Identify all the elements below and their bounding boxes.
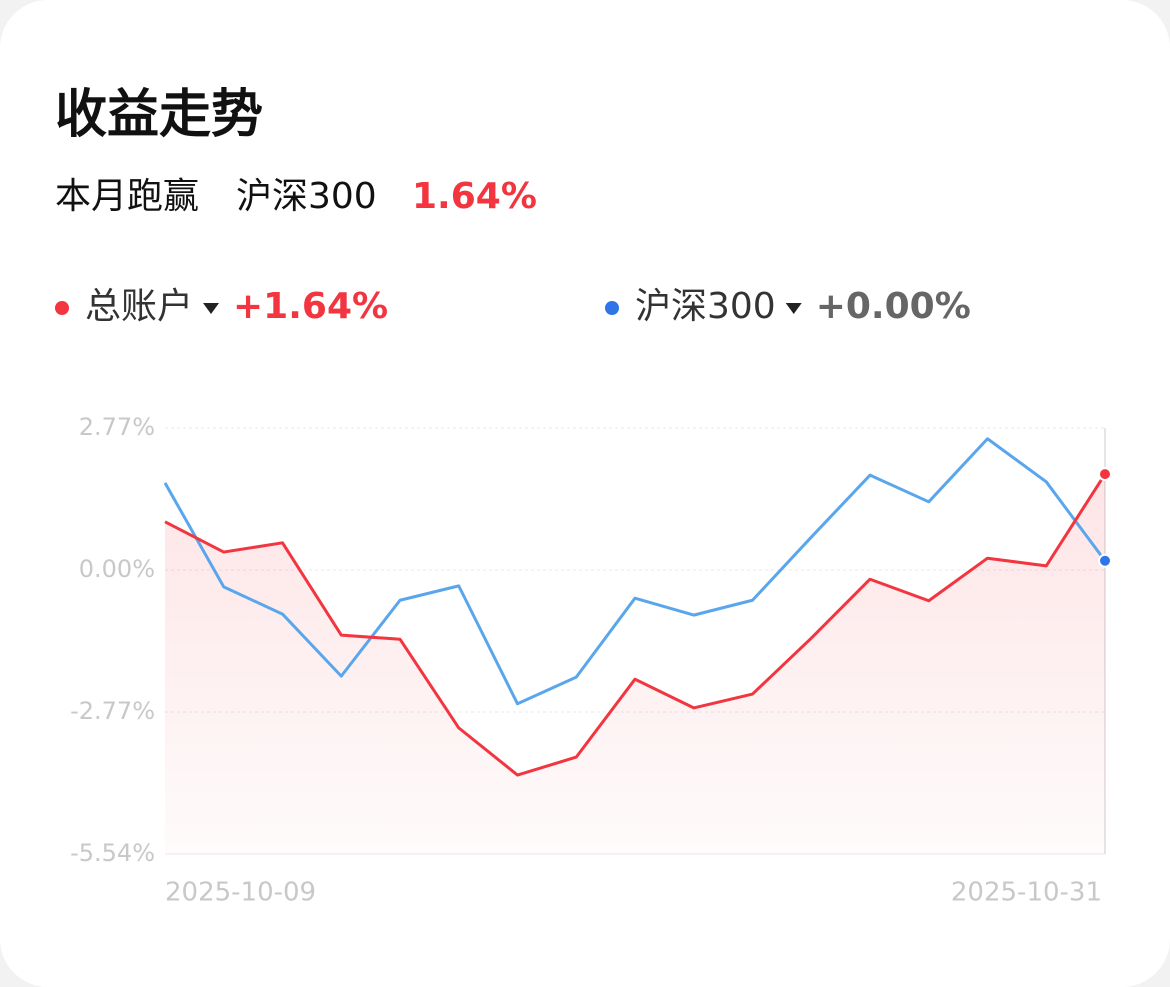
area <box>165 474 1105 854</box>
subtitle-prefix: 本月跑赢 <box>55 176 199 217</box>
legend-change: +0.00% <box>816 286 971 327</box>
series-line <box>163 437 1107 706</box>
legend-item[interactable]: 总账户 +1.64% <box>55 286 388 327</box>
subtitle-value: 1.64% <box>412 176 537 217</box>
end-dot <box>1098 553 1112 568</box>
legend-name: 沪深300 <box>635 286 776 327</box>
subtitle-benchmark: 沪深300 <box>236 176 377 217</box>
y-tick-label: -5.54% <box>70 839 155 867</box>
legend-change: +1.64% <box>233 286 388 327</box>
series-line <box>164 473 1107 777</box>
legend-item[interactable]: 沪深300 +0.00% <box>605 286 971 327</box>
title: 收益走势 <box>55 85 263 145</box>
legend-dot <box>55 301 69 315</box>
x-tick-label: 2025-10-31 <box>951 878 1102 908</box>
x-tick-label: 2025-10-09 <box>165 878 316 908</box>
y-tick-label: -2.77% <box>70 697 155 725</box>
legend-name: 总账户 <box>85 286 193 327</box>
legend: 总账户 +1.64% 沪深300 +0.00% <box>55 286 971 327</box>
y-tick-label: 2.77% <box>79 413 155 441</box>
dropdown-arrow <box>203 303 220 314</box>
dropdown-arrow <box>785 303 802 314</box>
plot: 2.77% 0.00% -2.77% -5.54% 2025-10-09 2025-10-… <box>70 413 1112 908</box>
end-dot <box>1098 467 1112 482</box>
legend-dot <box>605 301 619 315</box>
y-tick-label: 0.00% <box>79 555 155 583</box>
